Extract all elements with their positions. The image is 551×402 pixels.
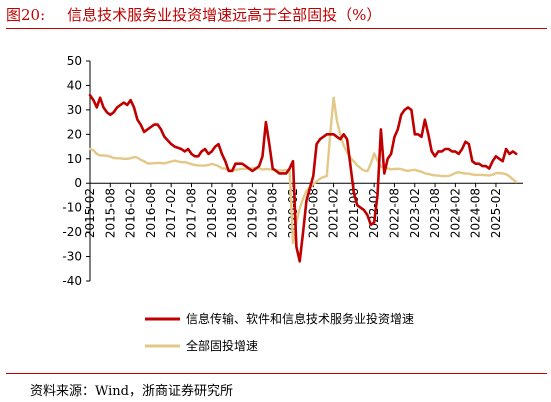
title-rule	[6, 28, 547, 29]
chart-title: 图20: 信息技术服务业投资增速远高于全部固投（%）	[6, 4, 381, 25]
x-tick-label: 2019-02	[245, 188, 259, 238]
y-tick-label: -30	[62, 250, 82, 264]
x-tick-label: 2021-02	[327, 188, 341, 238]
legend-label: 信息传输、软件和信息技术服务业投资增速	[186, 311, 414, 326]
y-tick-label: 30	[67, 103, 82, 117]
x-tick-label: 2024-08	[469, 188, 483, 238]
legend-label: 全部固投增速	[186, 338, 258, 353]
y-tick-label: 50	[67, 54, 82, 68]
series-line-it-investment	[88, 93, 518, 263]
x-tick-label: 2015-08	[103, 188, 117, 238]
figure-number: 图20:	[6, 6, 46, 24]
x-tick-label: 2017-02	[164, 188, 178, 238]
series-line-total-fai	[88, 96, 518, 245]
figure-title: 信息技术服务业投资增速远高于全部固投（%）	[67, 6, 382, 24]
x-tick-label: 2017-08	[184, 188, 198, 238]
y-tick-label: 0	[74, 176, 82, 190]
y-tick-label: -40	[62, 274, 82, 288]
x-tick-label: 2023-02	[408, 188, 422, 238]
x-tick-label: 2021-08	[347, 188, 361, 238]
x-tick-label: 2024-02	[448, 188, 462, 238]
x-tick-label: 2022-08	[387, 188, 401, 238]
x-tick-label: 2016-08	[144, 188, 158, 238]
y-tick-label: 40	[67, 78, 82, 92]
y-tick-label: -20	[62, 225, 82, 239]
x-tick-label: 2020-08	[306, 188, 320, 238]
y-tick-label: -10	[62, 201, 82, 215]
x-tick-label: 2025-02	[489, 188, 503, 238]
x-tick-label: 2016-02	[124, 188, 138, 238]
y-tick-label: 10	[67, 152, 82, 166]
x-tick-label: 2018-02	[205, 188, 219, 238]
source-rule	[6, 373, 547, 374]
x-tick-label: 2023-08	[428, 188, 442, 238]
x-tick-label: 2019-08	[266, 188, 280, 238]
y-tick-label: 20	[67, 127, 82, 141]
source-note: 资料来源：Wind，浙商证券研究所	[30, 384, 233, 399]
x-tick-label: 2018-08	[225, 188, 239, 238]
x-tick-label: 2015-02	[83, 188, 97, 238]
